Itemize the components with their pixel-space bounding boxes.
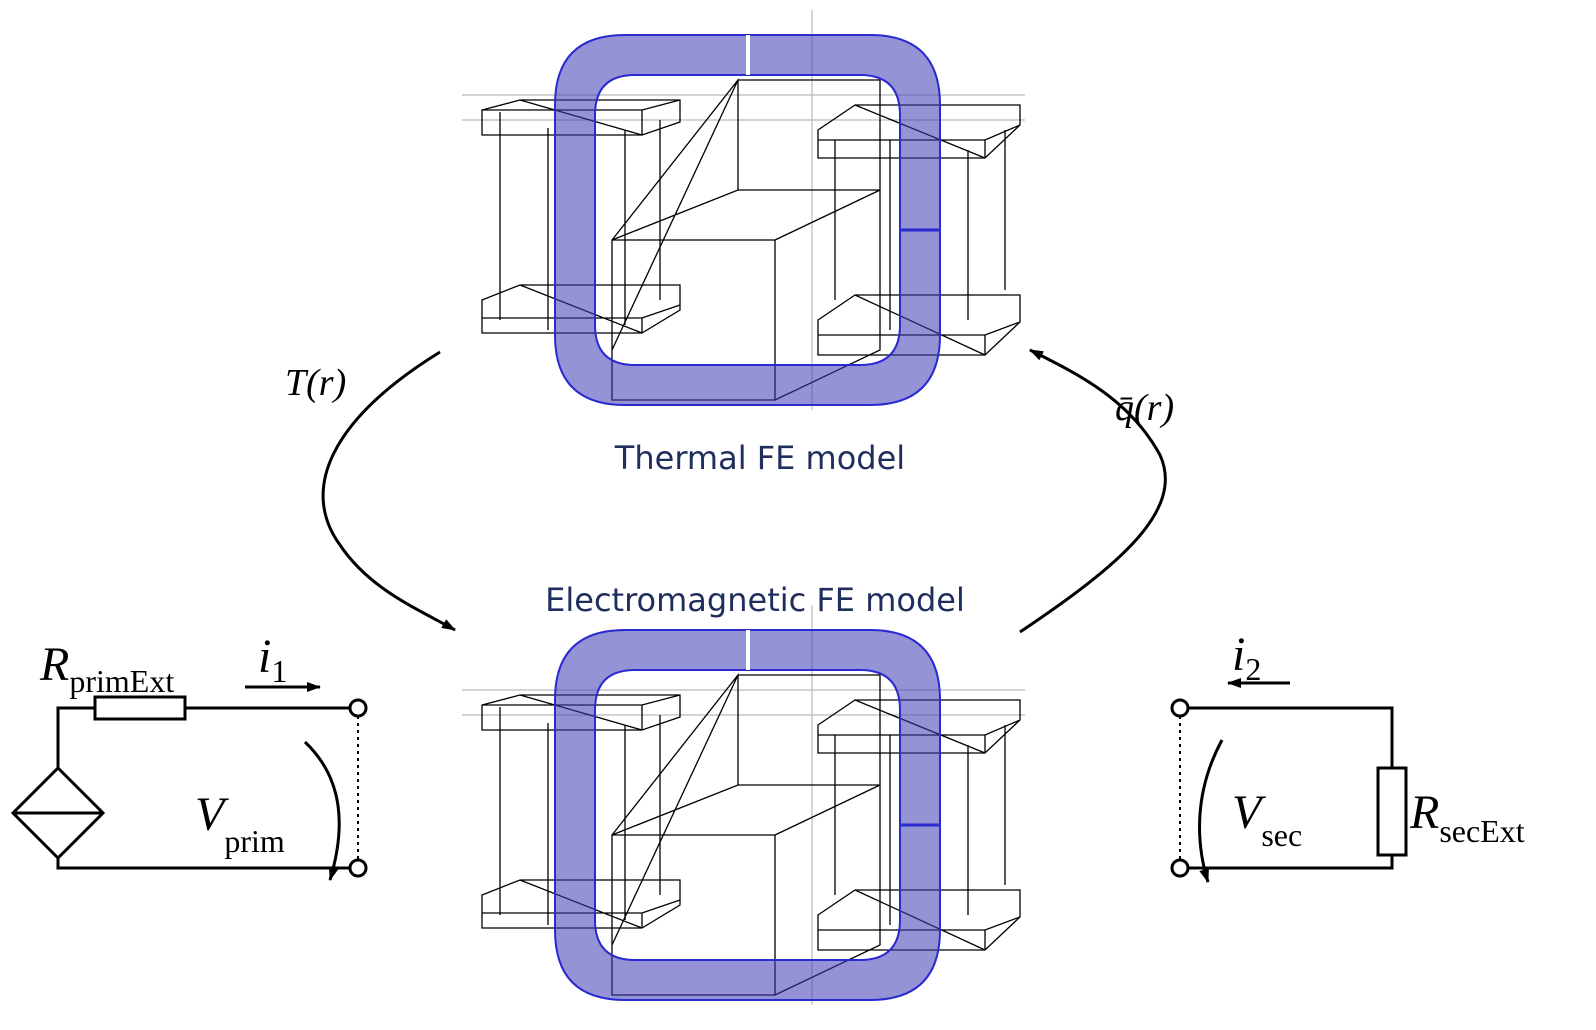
label-part: 1: [271, 653, 287, 689]
diagram: Thermal FE model Electromagnetic FE mode…: [0, 0, 1596, 1030]
primary-current-label: i1: [258, 630, 287, 689]
temperature-label: T(r): [285, 362, 346, 404]
heat-label: q̄(r): [1115, 387, 1174, 429]
secondary-voltage-label: Vsec: [1232, 786, 1302, 853]
label-part: i: [1232, 628, 1245, 681]
secondary-current-label: i2: [1232, 628, 1261, 687]
label-part: R: [1409, 786, 1439, 839]
label-part: sec: [1261, 817, 1302, 853]
em-label: Electromagnetic FE model: [545, 581, 965, 619]
label-part: i: [258, 630, 271, 683]
label-part: prim: [224, 823, 285, 859]
label-part: R: [39, 638, 69, 691]
primary-resistor-label: RprimExt: [39, 638, 174, 699]
thermal-model-drawing: [462, 10, 1025, 410]
em-model-drawing: [462, 605, 1025, 1005]
primary-voltage-label: Vprim: [195, 788, 285, 859]
primary-circuit: [13, 687, 366, 880]
thermal-label: Thermal FE model: [614, 439, 905, 477]
label-part: 2: [1245, 651, 1261, 687]
secondary-resistor-label: RsecExt: [1409, 786, 1525, 849]
label-part: primExt: [69, 663, 174, 699]
label-part: secExt: [1439, 813, 1524, 849]
